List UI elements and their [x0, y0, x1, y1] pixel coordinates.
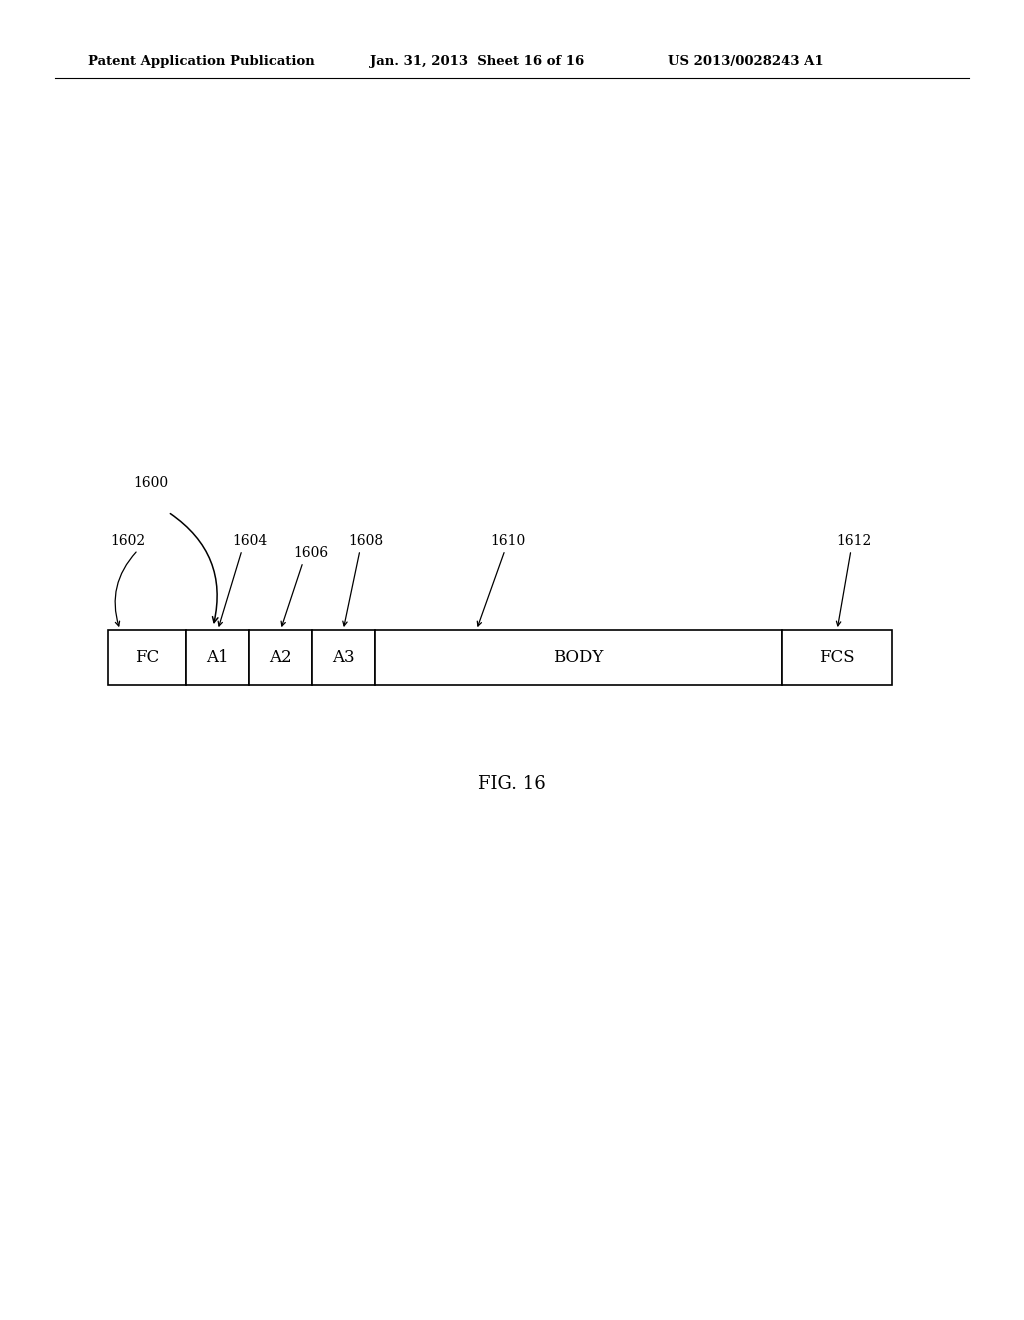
Bar: [186, 630, 249, 685]
Text: 1604: 1604: [232, 535, 267, 548]
Text: FIG. 16: FIG. 16: [478, 775, 546, 793]
Text: FC: FC: [135, 649, 160, 667]
Text: BODY: BODY: [553, 649, 603, 667]
Text: US 2013/0028243 A1: US 2013/0028243 A1: [668, 55, 823, 69]
Text: 1608: 1608: [348, 535, 383, 548]
Bar: [108, 630, 186, 685]
Bar: [782, 630, 892, 685]
Text: A1: A1: [207, 649, 229, 667]
Text: A3: A3: [332, 649, 354, 667]
Text: 1600: 1600: [133, 477, 168, 490]
Text: FCS: FCS: [819, 649, 855, 667]
Text: 1606: 1606: [293, 546, 328, 560]
Text: Patent Application Publication: Patent Application Publication: [88, 55, 314, 69]
Text: 1602: 1602: [110, 535, 145, 548]
Text: 1610: 1610: [490, 535, 525, 548]
Text: A2: A2: [269, 649, 292, 667]
Text: Jan. 31, 2013  Sheet 16 of 16: Jan. 31, 2013 Sheet 16 of 16: [370, 55, 585, 69]
Bar: [375, 630, 782, 685]
Bar: [249, 630, 312, 685]
Text: 1612: 1612: [836, 535, 871, 548]
Bar: [312, 630, 375, 685]
